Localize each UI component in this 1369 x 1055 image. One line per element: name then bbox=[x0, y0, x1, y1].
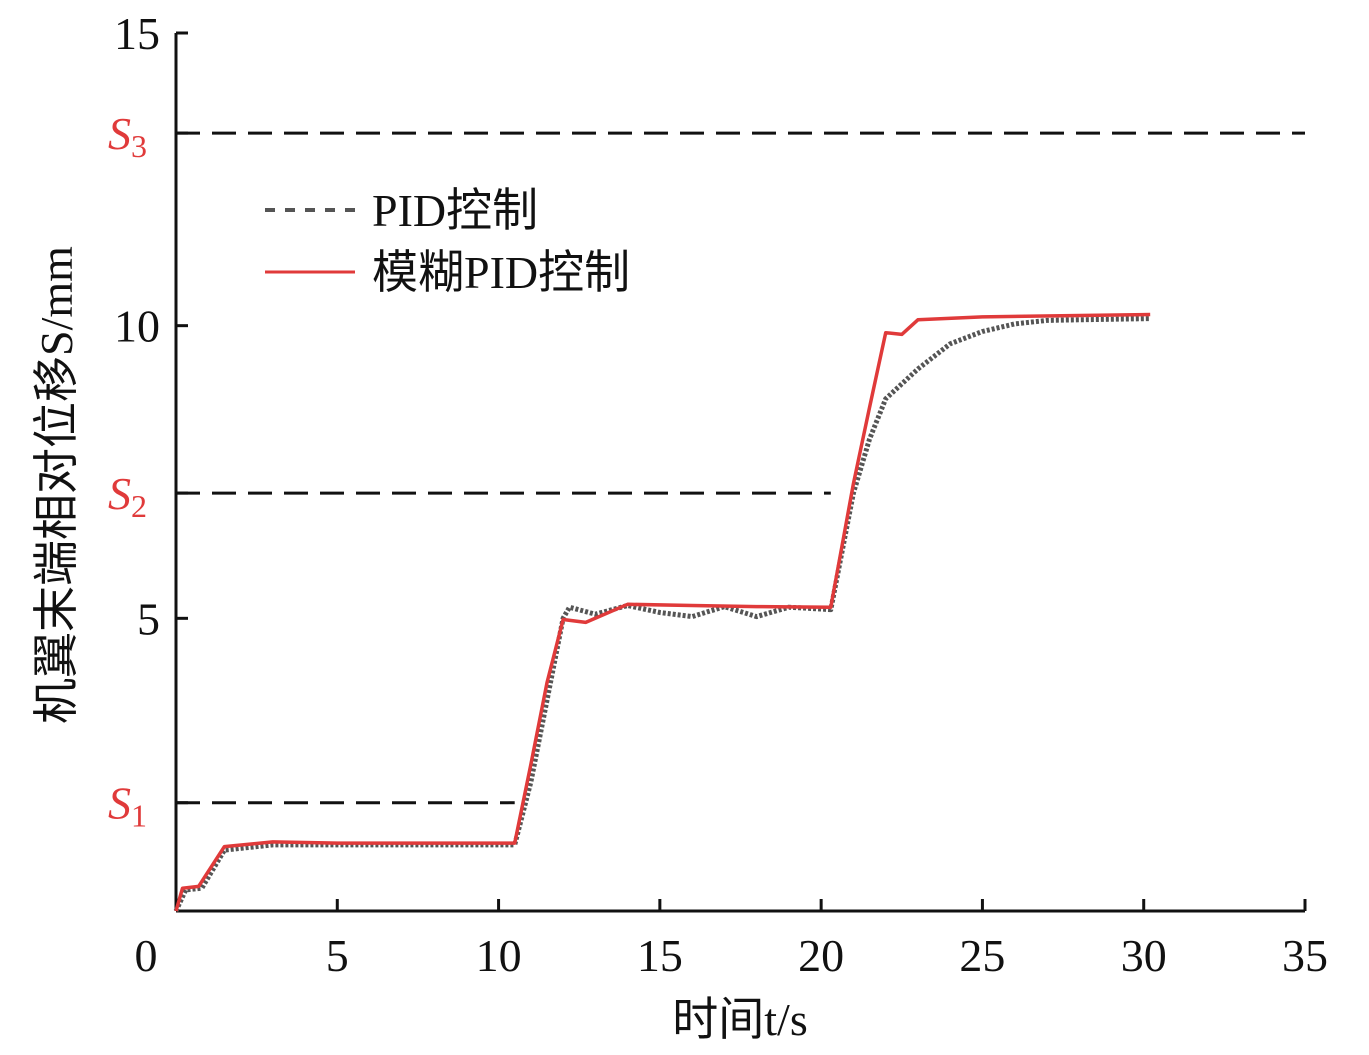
x-tick-label: 35 bbox=[1282, 930, 1328, 981]
y-tick-label: 15 bbox=[114, 8, 160, 59]
x-tick-label: 30 bbox=[1121, 930, 1167, 981]
series-line bbox=[173, 316, 1151, 913]
series-line bbox=[174, 312, 1151, 912]
reference-label-letter: S bbox=[108, 468, 131, 519]
reference-label-letter: S bbox=[108, 108, 131, 159]
x-tick-label: 5 bbox=[326, 930, 349, 981]
y-tick-label: 10 bbox=[114, 301, 160, 352]
legend-label: 模糊PID控制 bbox=[372, 247, 630, 298]
reference-label-subscript: 1 bbox=[131, 798, 147, 834]
x-axis-title: 时间t/s bbox=[672, 994, 807, 1045]
x-tick-label: 20 bbox=[798, 930, 844, 981]
reference-label: S1 bbox=[108, 778, 147, 834]
reference-label: S2 bbox=[108, 468, 147, 524]
x-tick-label: 0 bbox=[135, 930, 158, 981]
y-tick-label: 5 bbox=[137, 593, 160, 644]
reference-label: S3 bbox=[108, 108, 147, 164]
reference-label-subscript: 2 bbox=[131, 488, 147, 524]
reference-label-letter: S bbox=[108, 778, 131, 829]
legend-label: PID控制 bbox=[372, 185, 538, 236]
x-tick-label: 15 bbox=[637, 930, 683, 981]
x-tick-label: 10 bbox=[476, 930, 522, 981]
x-tick-label: 25 bbox=[959, 930, 1005, 981]
y-axis-title: 机翼末端相对位移S/mm bbox=[31, 246, 82, 724]
reference-label-subscript: 3 bbox=[131, 128, 147, 164]
